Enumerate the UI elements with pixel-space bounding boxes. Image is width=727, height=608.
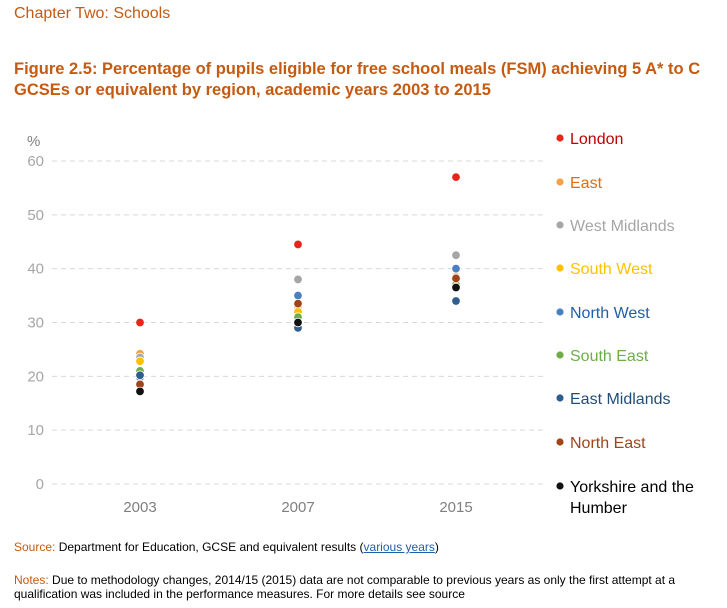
data-point [135, 386, 145, 397]
data-point [451, 282, 461, 293]
legend-label: West Midlands [570, 218, 675, 235]
data-point [293, 274, 303, 285]
x-tick-label: 2015 [439, 499, 472, 516]
data-point [135, 370, 145, 380]
data-point [451, 263, 461, 274]
legend-marker [555, 437, 565, 447]
y-tick-label: 20 [27, 368, 44, 385]
legend-label: East [570, 175, 603, 192]
y-tick-label: 30 [27, 315, 44, 332]
notes-label: Notes: [14, 573, 49, 587]
y-tick-label: 0 [36, 476, 44, 493]
y-tick-label: 60 [27, 153, 44, 170]
legend-label: South East [570, 348, 649, 365]
legend-marker [555, 350, 565, 360]
legend-label-line: Yorkshire and the [570, 479, 694, 496]
data-point [135, 317, 145, 328]
data-point [293, 239, 303, 250]
x-tick-label: 2007 [281, 499, 314, 516]
chapter-heading: Chapter Two: Schools [14, 5, 171, 22]
y-axis-label: % [27, 133, 40, 150]
source-link[interactable]: various years [363, 540, 435, 554]
data-point [451, 172, 461, 182]
figure-title: Figure 2.5: Percentage of pupils eligibl… [14, 60, 701, 99]
legend-label-line: Humber [570, 500, 628, 517]
source-note: Source: Department for Education, GCSE a… [14, 540, 439, 554]
legend-marker [555, 220, 565, 230]
legend-label: North East [570, 435, 646, 452]
source-label: Source: [14, 540, 56, 554]
y-tick-label: 10 [27, 422, 44, 439]
data-point [451, 296, 461, 306]
legend-label: London [570, 131, 623, 148]
legend-marker [555, 263, 565, 273]
source-text: Department for Education, GCSE and equiv… [55, 540, 364, 554]
scatter-chart: % 0 10 20 30 40 50 60 2003 2007 2015 London East West… [27, 131, 694, 517]
data-point [293, 317, 303, 328]
legend-marker [555, 307, 565, 317]
legend-marker [555, 177, 565, 187]
y-tick-label: 40 [27, 261, 44, 278]
y-tick-label: 50 [27, 207, 44, 224]
data-point [451, 273, 461, 284]
legend-label: Yorkshire and the Humber [570, 479, 694, 517]
data-point [135, 356, 145, 366]
data-point [451, 250, 461, 260]
source-close: ) [434, 540, 439, 554]
legend-marker [555, 481, 565, 491]
legend-label: North West [570, 305, 650, 322]
data-point [293, 290, 303, 301]
legend-label: South West [570, 261, 653, 278]
legend-label: East Midlands [570, 391, 671, 408]
legend-marker [555, 393, 565, 403]
legend-marker [555, 133, 565, 143]
notes: Notes: Due to methodology changes, 2014/… [14, 573, 719, 601]
notes-text: Due to methodology changes, 2014/15 (201… [14, 573, 676, 601]
x-tick-label: 2003 [123, 499, 156, 516]
data-point [293, 298, 303, 309]
